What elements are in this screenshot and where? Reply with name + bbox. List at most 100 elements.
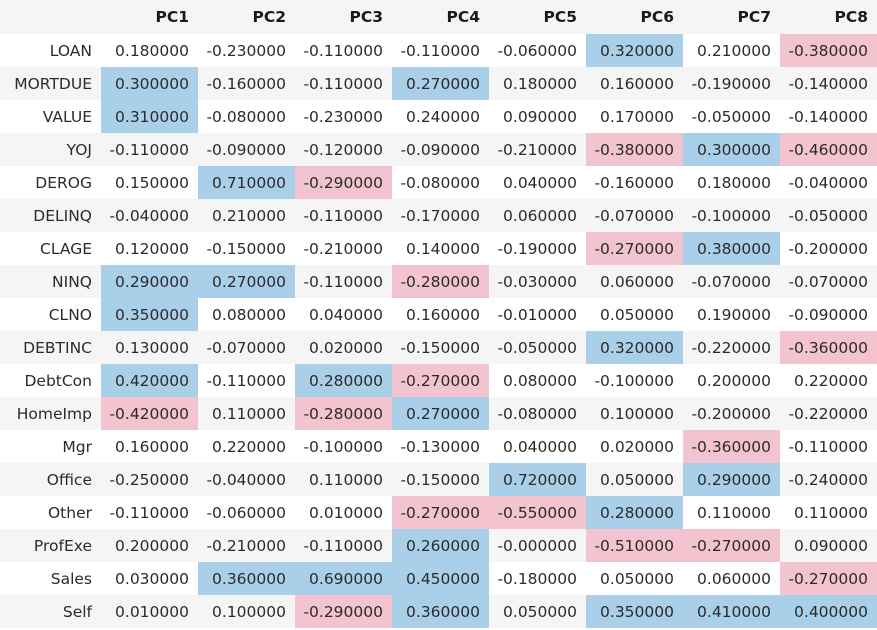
loading-cell: 0.140000: [406, 239, 480, 258]
loading-cell: -0.550000: [489, 496, 586, 529]
row-label: YOJ: [66, 140, 92, 159]
loading-cell: 0.260000: [392, 529, 489, 562]
corner-cell: [0, 0, 101, 34]
loading-cell: -0.140000: [788, 74, 868, 93]
loading-cell: -0.290000: [295, 595, 392, 628]
row-label: DELINQ: [33, 206, 92, 225]
loading-cell: -0.100000: [691, 206, 771, 225]
loading-cell: -0.090000: [206, 140, 286, 159]
loading-cell: -0.050000: [691, 107, 771, 126]
loading-cell: -0.040000: [206, 470, 286, 489]
loading-cell: 0.290000: [101, 265, 198, 298]
loading-cell: -0.090000: [788, 305, 868, 324]
loading-cell: -0.380000: [586, 133, 683, 166]
column-header-pc2: PC2: [198, 0, 295, 34]
table-row: ProfExe 0.200000 -0.210000 -0.110000 0.26000…: [0, 529, 877, 562]
loading-cell: -0.110000: [303, 41, 383, 60]
loading-cell: -0.190000: [691, 74, 771, 93]
loading-cell: 0.110000: [212, 404, 286, 423]
loading-cell: 0.380000: [683, 232, 780, 265]
loading-cell: 0.270000: [392, 67, 489, 100]
table-row: Office -0.250000 -0.040000 0.110000 -0.15000…: [0, 463, 877, 496]
loading-cell: 0.100000: [600, 404, 674, 423]
table-row: MORTDUE 0.300000 -0.160000 -0.110000 0.27000…: [0, 67, 877, 100]
table-row: VALUE 0.310000 -0.080000 -0.230000 0.240000 0…: [0, 100, 877, 133]
table-row: CLNO 0.350000 0.080000 0.040000 0.160000 -0.0…: [0, 298, 877, 331]
loading-cell: 0.060000: [600, 272, 674, 291]
loading-cell: 0.110000: [309, 470, 383, 489]
loading-cell: -0.220000: [788, 404, 868, 423]
loading-cell: 0.360000: [392, 595, 489, 628]
loading-cell: -0.070000: [594, 206, 674, 225]
loading-cell: 0.060000: [697, 569, 771, 588]
table-row: Other -0.110000 -0.060000 0.010000 -0.270000…: [0, 496, 877, 529]
table-row: YOJ -0.110000 -0.090000 -0.120000 -0.090000-…: [0, 133, 877, 166]
loading-cell: -0.030000: [497, 272, 577, 291]
loading-cell: -0.250000: [109, 470, 189, 489]
loading-cell: 0.300000: [683, 133, 780, 166]
loading-cell: 0.060000: [503, 206, 577, 225]
table-row: NINQ 0.290000 0.270000 -0.110000 -0.280000 -0…: [0, 265, 877, 298]
loading-cell: 0.410000: [683, 595, 780, 628]
loading-cell: -0.100000: [594, 371, 674, 390]
row-label: LOAN: [49, 41, 92, 60]
loading-cell: -0.110000: [109, 503, 189, 522]
row-label: DEROG: [35, 173, 92, 192]
loading-cell: 0.320000: [586, 34, 683, 67]
loading-cell: 0.220000: [212, 437, 286, 456]
loading-cell: 0.690000: [295, 562, 392, 595]
loading-cell: 0.010000: [115, 602, 189, 621]
loading-cell: -0.090000: [400, 140, 480, 159]
loading-cell: 0.110000: [697, 503, 771, 522]
loading-cell: -0.270000: [780, 562, 877, 595]
loading-cell: -0.230000: [206, 41, 286, 60]
loading-cell: -0.420000: [101, 397, 198, 430]
table-body: LOAN 0.180000 -0.230000 -0.110000 -0.110000-…: [0, 34, 877, 628]
column-header-pc4: PC4: [392, 0, 489, 34]
loading-cell: -0.280000: [295, 397, 392, 430]
loading-cell: -0.100000: [303, 437, 383, 456]
loading-cell: -0.200000: [691, 404, 771, 423]
table-row: DELINQ -0.040000 0.210000 -0.110000 -0.17000…: [0, 199, 877, 232]
loading-cell: 0.200000: [115, 536, 189, 555]
loading-cell: 0.350000: [101, 298, 198, 331]
loading-cell: 0.130000: [115, 338, 189, 357]
column-header-pc1: PC1: [101, 0, 198, 34]
loading-cell: -0.080000: [400, 173, 480, 192]
loading-cell: 0.160000: [600, 74, 674, 93]
loading-cell: 0.720000: [489, 463, 586, 496]
loading-cell: 0.110000: [794, 503, 868, 522]
loading-cell: 0.160000: [115, 437, 189, 456]
loading-cell: 0.020000: [600, 437, 674, 456]
loading-cell: -0.070000: [206, 338, 286, 357]
loading-cell: -0.110000: [400, 41, 480, 60]
loading-cell: 0.270000: [198, 265, 295, 298]
loading-cell: -0.510000: [586, 529, 683, 562]
column-header-pc6: PC6: [586, 0, 683, 34]
row-label: Sales: [50, 569, 92, 588]
loading-cell: -0.380000: [780, 34, 877, 67]
loading-cell: 0.150000: [115, 173, 189, 192]
loading-cell: -0.070000: [691, 272, 771, 291]
loading-cell: -0.180000: [497, 569, 577, 588]
table-row: DEBTINC 0.130000 -0.070000 0.020000 -0.15000…: [0, 331, 877, 364]
column-header-pc8: PC8: [780, 0, 877, 34]
loading-cell: 0.420000: [101, 364, 198, 397]
loading-cell: 0.050000: [600, 305, 674, 324]
loading-cell: 0.090000: [503, 107, 577, 126]
loading-cell: -0.010000: [497, 305, 577, 324]
loading-cell: -0.360000: [780, 331, 877, 364]
loading-cell: -0.070000: [788, 272, 868, 291]
loading-cell: -0.210000: [497, 140, 577, 159]
row-label: NINQ: [52, 272, 92, 291]
loading-cell: 0.040000: [503, 437, 577, 456]
row-label: CLAGE: [40, 239, 92, 258]
loading-cell: 0.200000: [697, 371, 771, 390]
loading-cell: -0.140000: [788, 107, 868, 126]
loading-cell: -0.210000: [303, 239, 383, 258]
loading-cell: 0.050000: [600, 470, 674, 489]
row-label: ProfExe: [33, 536, 92, 555]
table-row: LOAN 0.180000 -0.230000 -0.110000 -0.110000-…: [0, 34, 877, 67]
row-label: VALUE: [42, 107, 92, 126]
